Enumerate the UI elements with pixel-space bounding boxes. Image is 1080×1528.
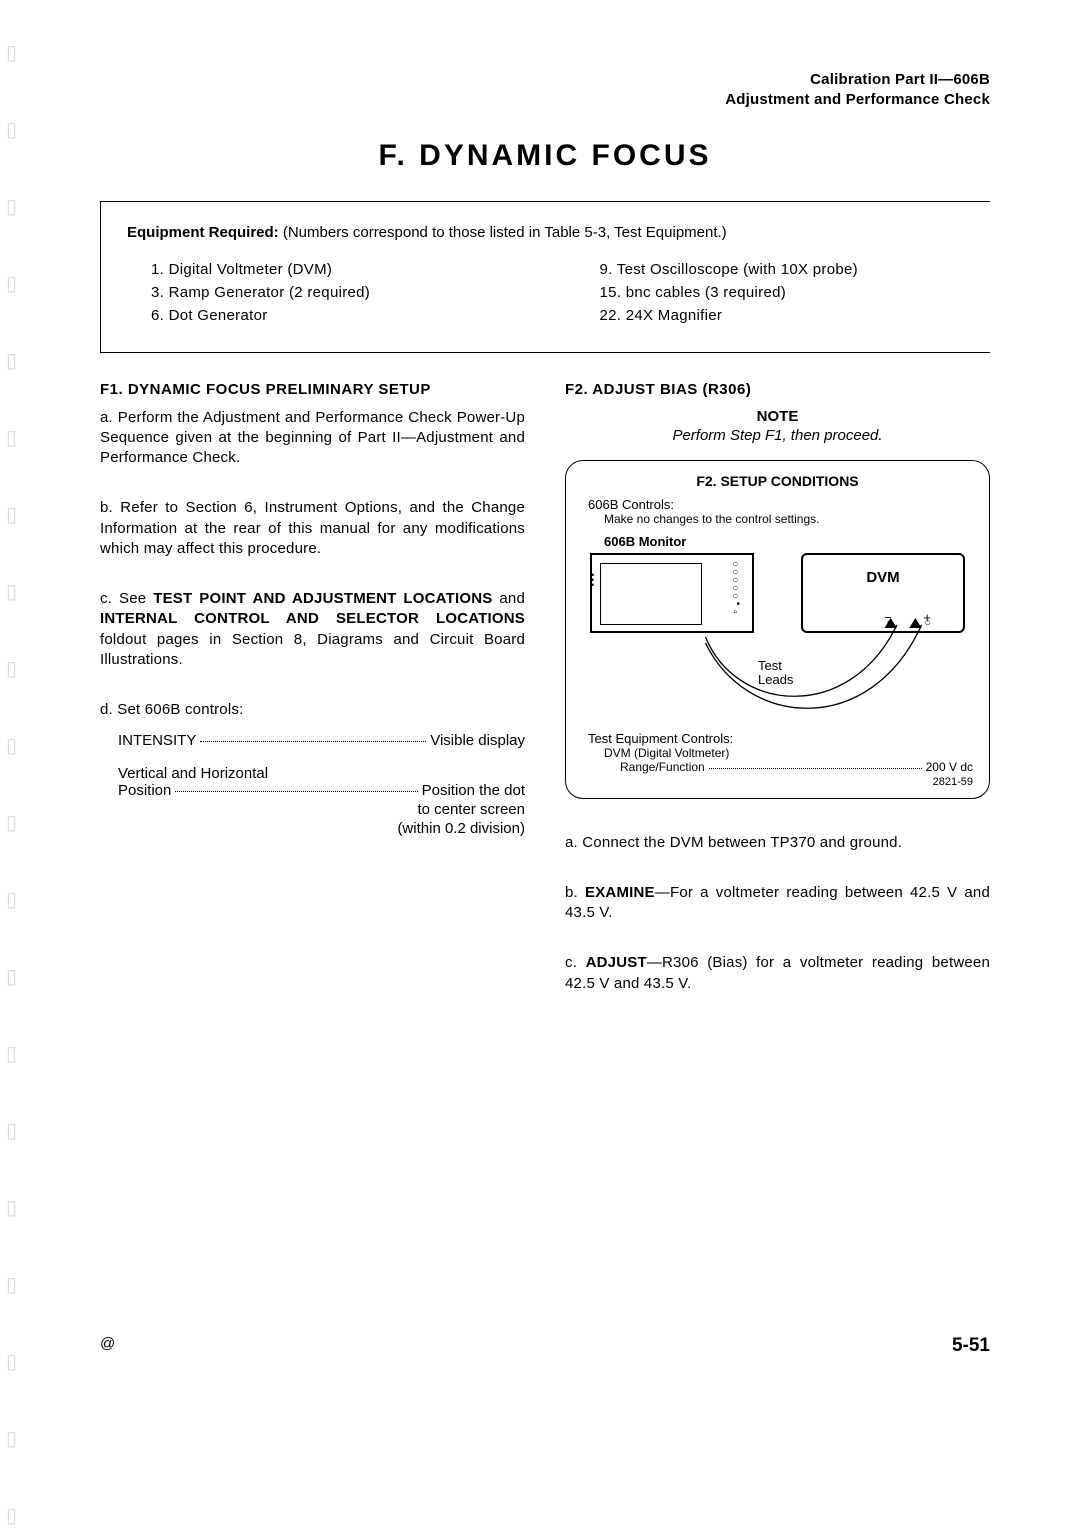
control-position: Vertical and Horizontal Position Positio…	[118, 765, 525, 837]
bold: TEST POINT AND ADJUSTMENT LOCATIONS	[153, 590, 492, 607]
f1-d: d. Set 606B controls:	[100, 700, 525, 720]
txt: c.	[565, 954, 586, 971]
right-column: F2. ADJUST BIAS (R306) NOTE Perform Step…	[565, 379, 990, 1024]
eq-item: 22. 24X Magnifier	[576, 307, 965, 324]
eq-left-col: 1. Digital Voltmeter (DVM) 3. Ramp Gener…	[127, 255, 516, 330]
f1-c: c. See TEST POINT AND ADJUSTMENT LOCATIO…	[100, 589, 525, 670]
eq-item: 9. Test Oscilloscope (with 10X probe)	[576, 261, 965, 278]
leader-dots	[175, 791, 417, 792]
ctrl-top: Vertical and Horizontal	[118, 765, 525, 782]
tec-range-line: Range/Function 200 V dc	[620, 760, 973, 774]
tec-label: Range/Function	[620, 760, 705, 774]
ctrl-label: Position	[118, 782, 171, 799]
txt: foldout pages in Section 8, Diagrams and…	[100, 631, 525, 668]
ctrl-sub: to center screen	[118, 801, 525, 818]
leader-dots	[709, 768, 922, 769]
bold: INTERNAL CONTROL AND SELECTOR LOCATIONS	[100, 610, 525, 627]
f1-heading: F1. DYNAMIC FOCUS PRELIMINARY SETUP	[100, 381, 525, 398]
f2-c: c. ADJUST—R306 (Bias) for a voltmeter re…	[565, 953, 990, 994]
eq-lead-rest: (Numbers correspond to those listed in T…	[279, 224, 727, 241]
note-label: NOTE	[565, 408, 990, 425]
bold: ADJUST	[586, 954, 647, 971]
page-number: 5-51	[952, 1335, 990, 1357]
leader-dots	[200, 741, 426, 742]
f2-b: b. EXAMINE—For a voltmeter reading betwe…	[565, 883, 990, 924]
eq-item: 15. bnc cables (3 required)	[576, 284, 965, 301]
f1-a: a. Perform the Adjustment and Performanc…	[100, 408, 525, 469]
ctrl-value: Position the dot	[422, 782, 525, 799]
txt: b.	[565, 884, 585, 901]
f2-heading: F2. ADJUST BIAS (R306)	[565, 381, 990, 398]
tec-value: 200 V dc	[926, 760, 973, 774]
f2-a: a. Connect the DVM between TP370 and gro…	[565, 833, 990, 853]
setup-conditions-box: F2. SETUP CONDITIONS 606B Controls: Make…	[565, 460, 990, 799]
section-title: F. DYNAMIC FOCUS	[100, 139, 990, 173]
eq-item: 3. Ramp Generator (2 required)	[127, 284, 516, 301]
copyright: @	[100, 1335, 115, 1357]
monitor-title: 606B Monitor	[604, 534, 973, 549]
test-leads-icon	[582, 553, 973, 723]
figure-number: 2821-59	[582, 776, 973, 788]
eq-item: 1. Digital Voltmeter (DVM)	[127, 261, 516, 278]
control-intensity: INTENSITY Visible display	[118, 732, 525, 749]
ctrl-value: Visible display	[430, 732, 525, 749]
eq-item: 6. Dot Generator	[127, 307, 516, 324]
tec-sub: DVM (Digital Voltmeter)	[604, 746, 973, 760]
setup-diagram: ••• ○○○○○ •▫ DVM − + ○ ○	[582, 553, 973, 723]
left-column: F1. DYNAMIC FOCUS PRELIMINARY SETUP a. P…	[100, 379, 525, 1024]
header-line1: Calibration Part II—606B	[100, 70, 990, 90]
leads-label: Test Leads	[758, 659, 793, 688]
header-block: Calibration Part II—606B Adjustment and …	[100, 70, 990, 111]
eq-right-col: 9. Test Oscilloscope (with 10X probe) 15…	[576, 255, 965, 330]
txt: and	[492, 590, 525, 607]
header-line2: Adjustment and Performance Check	[100, 90, 990, 110]
note-text: Perform Step F1, then proceed.	[565, 427, 990, 444]
f1-b: b. Refer to Section 6, Instrument Option…	[100, 498, 525, 559]
equipment-heading: Equipment Required: (Numbers correspond …	[127, 224, 964, 241]
setup-title: F2. SETUP CONDITIONS	[582, 473, 973, 489]
bold: EXAMINE	[585, 884, 655, 901]
eq-lead-bold: Equipment Required:	[127, 224, 279, 241]
footer: @ 5-51	[100, 1335, 990, 1357]
equipment-box: Equipment Required: (Numbers correspond …	[100, 201, 990, 353]
tec-heading: Test Equipment Controls:	[588, 731, 973, 746]
page: ▯▯▯▯▯ ▯▯▯▯▯ ▯▯▯▯▯ ▯▯▯▯▯ Calibration Part…	[0, 0, 1080, 1397]
ctrl-sub: (within 0.2 division)	[118, 820, 525, 837]
ctrl-label: INTENSITY	[118, 732, 196, 749]
two-column-body: F1. DYNAMIC FOCUS PRELIMINARY SETUP a. P…	[100, 379, 990, 1024]
setup-606b-controls: 606B Controls:	[588, 497, 973, 512]
txt: c. See	[100, 590, 153, 607]
setup-606b-note: Make no changes to the control settings.	[604, 512, 973, 526]
binder-holes: ▯▯▯▯▯ ▯▯▯▯▯ ▯▯▯▯▯ ▯▯▯▯▯	[6, 40, 17, 1528]
